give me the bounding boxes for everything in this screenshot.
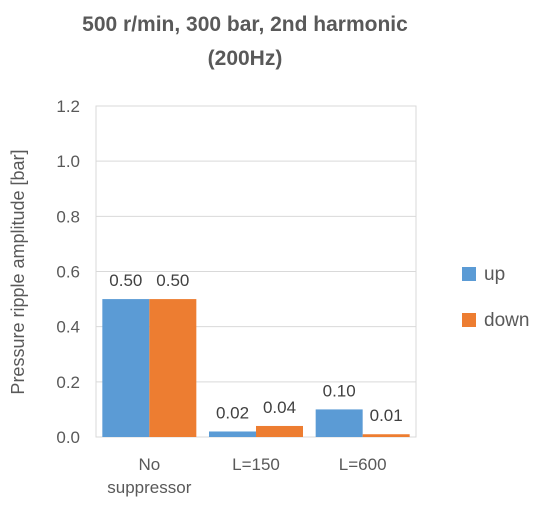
y-tick-label: 0.2 [56, 373, 80, 392]
chart-title-line-1: 500 r/min, 300 bar, 2nd harmonic [82, 13, 408, 36]
y-axis-ticks: 0.0 0.2 0.4 0.6 0.8 1.0 1.2 [56, 97, 80, 447]
legend-swatch [462, 313, 476, 327]
chart-title: 500 r/min, 300 bar, 2nd harmonic (200Hz) [30, 8, 460, 76]
bar-up [315, 409, 363, 437]
y-axis-label: Pressure ripple amplitude [bar] [8, 149, 28, 394]
x-tick-label: suppressor [107, 478, 191, 497]
bar-down [256, 425, 303, 437]
y-tick-label: 0.6 [56, 263, 80, 282]
data-label-up: 0.10 [323, 381, 356, 400]
y-tick-label: 0.8 [56, 207, 80, 226]
data-labels: 0.50 0.50 0.02 0.04 0.10 0.01 [109, 271, 402, 425]
legend-swatch [462, 267, 476, 281]
legend-item-down: down [462, 310, 529, 332]
y-tick-label: 1.2 [56, 97, 80, 116]
x-tick-label: L=150 [232, 455, 280, 474]
data-label-down: 0.01 [370, 406, 403, 425]
y-tick-label: 1.0 [56, 152, 80, 171]
x-tick-label: L=600 [339, 455, 387, 474]
data-label-up: 0.50 [109, 271, 142, 290]
legend-item-up: up [462, 264, 505, 286]
bar-up [209, 431, 256, 437]
x-tick-label: No [138, 455, 160, 474]
bar-up [102, 299, 150, 437]
bar-down [149, 299, 197, 437]
legend-label: down [484, 310, 530, 331]
chart-title-line-2: (200Hz) [207, 47, 283, 70]
data-label-down: 0.50 [156, 271, 189, 290]
data-label-down: 0.04 [263, 398, 296, 417]
x-axis-ticks: No suppressor L=150 L=600 [107, 455, 386, 497]
y-tick-label: 0.4 [56, 318, 80, 337]
bar-down [362, 434, 410, 437]
bars [102, 299, 410, 437]
data-label-up: 0.02 [216, 403, 249, 422]
legend-label: up [484, 264, 506, 285]
y-tick-label: 0.0 [56, 428, 80, 447]
